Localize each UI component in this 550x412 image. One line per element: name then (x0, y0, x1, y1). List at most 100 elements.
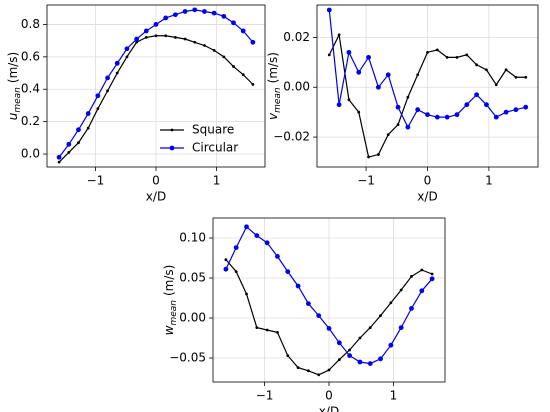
plot-frame (316, 4, 539, 168)
data-point (183, 37, 187, 41)
y-tick-label: 0.6 (21, 49, 40, 63)
data-point (296, 366, 300, 369)
data-point (95, 93, 101, 99)
y-label-unit: (m/s) (266, 52, 280, 83)
data-point (385, 72, 391, 78)
legend-label: Circular (192, 141, 238, 155)
data-point (67, 151, 71, 154)
data-point (327, 368, 331, 372)
data-point (386, 133, 390, 137)
y-axis-label: umean (m/s) (6, 52, 23, 121)
x-axis-label: x/D (319, 405, 339, 412)
data-point (435, 48, 439, 52)
data-point (264, 240, 270, 246)
data-point (114, 60, 120, 66)
data-point (305, 301, 311, 306)
data-point (368, 326, 372, 329)
data-point (336, 340, 342, 346)
x-tick-label: 0 (152, 174, 160, 188)
data-point (389, 301, 393, 305)
data-point (367, 155, 370, 159)
legend-marker (170, 128, 174, 132)
x-tick-label: −1 (256, 389, 274, 403)
data-point (221, 13, 227, 19)
data-point (416, 73, 420, 77)
subplot: −1 0 1 0.0 0.2 0.4 0.6 0.8 x/D umean (m/s) Square Ci… (6, 4, 266, 204)
data-point (420, 268, 424, 272)
data-point (514, 75, 518, 79)
y-tick-label: 0.4 (21, 82, 40, 96)
data-point (434, 114, 440, 120)
data-point (212, 48, 216, 52)
data-point (86, 126, 90, 130)
y-tick-label: −0.05 (169, 351, 206, 365)
data-point (77, 141, 80, 145)
data-point (85, 111, 91, 116)
data-point (326, 326, 332, 331)
y-tick-label: 0.05 (179, 271, 206, 285)
data-point (425, 112, 430, 118)
data-point (153, 22, 159, 27)
y-tick-label: 0.8 (21, 17, 40, 31)
y-tick-label: 0.00 (179, 311, 206, 325)
data-point (366, 54, 371, 60)
data-point (378, 356, 383, 362)
data-point (409, 306, 414, 311)
data-point (244, 224, 249, 230)
data-point (285, 269, 291, 274)
x-tick-label: 0 (325, 389, 333, 403)
data-point (356, 69, 362, 75)
data-point (105, 75, 110, 81)
y-label-unit: (m/s) (6, 52, 20, 83)
data-point (388, 342, 394, 348)
data-point (234, 270, 238, 273)
data-point (429, 276, 435, 282)
data-point (455, 55, 459, 59)
data-point (163, 15, 169, 21)
data-point (211, 10, 217, 16)
data-point (358, 336, 362, 340)
x-axis-label: x/D (146, 190, 166, 204)
x-tick-label: −1 (357, 174, 375, 188)
data-point (395, 104, 401, 110)
y-label-sub: mean (13, 87, 23, 113)
subplot: −1 0 1 −0.02 0.00 0.02 x/D vmean (m/s) (266, 4, 539, 204)
data-point (232, 65, 235, 68)
data-point (251, 82, 255, 86)
data-point (135, 40, 139, 44)
data-point (398, 325, 404, 330)
data-point (250, 39, 256, 45)
data-point (464, 102, 470, 108)
data-point (367, 361, 373, 366)
x-tick-label: 0 (424, 174, 432, 188)
data-point (419, 288, 425, 294)
data-point (254, 233, 260, 239)
data-point (286, 354, 290, 357)
data-point (224, 258, 228, 261)
data-point (346, 49, 352, 55)
data-point (474, 92, 480, 98)
data-point (484, 102, 489, 108)
data-point (255, 326, 259, 329)
x-axis-label: x/D (417, 190, 437, 204)
y-label-var: w (162, 325, 176, 335)
x-tick-label: 1 (485, 174, 493, 188)
legend-label: Square (192, 123, 234, 137)
data-point (494, 83, 498, 87)
y-label-var: u (6, 112, 20, 120)
data-point (240, 28, 246, 34)
y-tick-label: 0.00 (283, 80, 310, 94)
data-point (192, 7, 198, 13)
plot-frame (212, 217, 446, 383)
data-point (445, 55, 449, 59)
data-point (144, 36, 148, 39)
data-point (316, 313, 322, 318)
data-point (347, 98, 351, 102)
data-point (399, 288, 403, 292)
data-point (337, 358, 341, 361)
data-point (106, 89, 109, 93)
data-point (454, 112, 460, 118)
data-point (76, 127, 81, 133)
data-point (172, 12, 178, 18)
y-tick-label: −0.02 (273, 130, 310, 144)
